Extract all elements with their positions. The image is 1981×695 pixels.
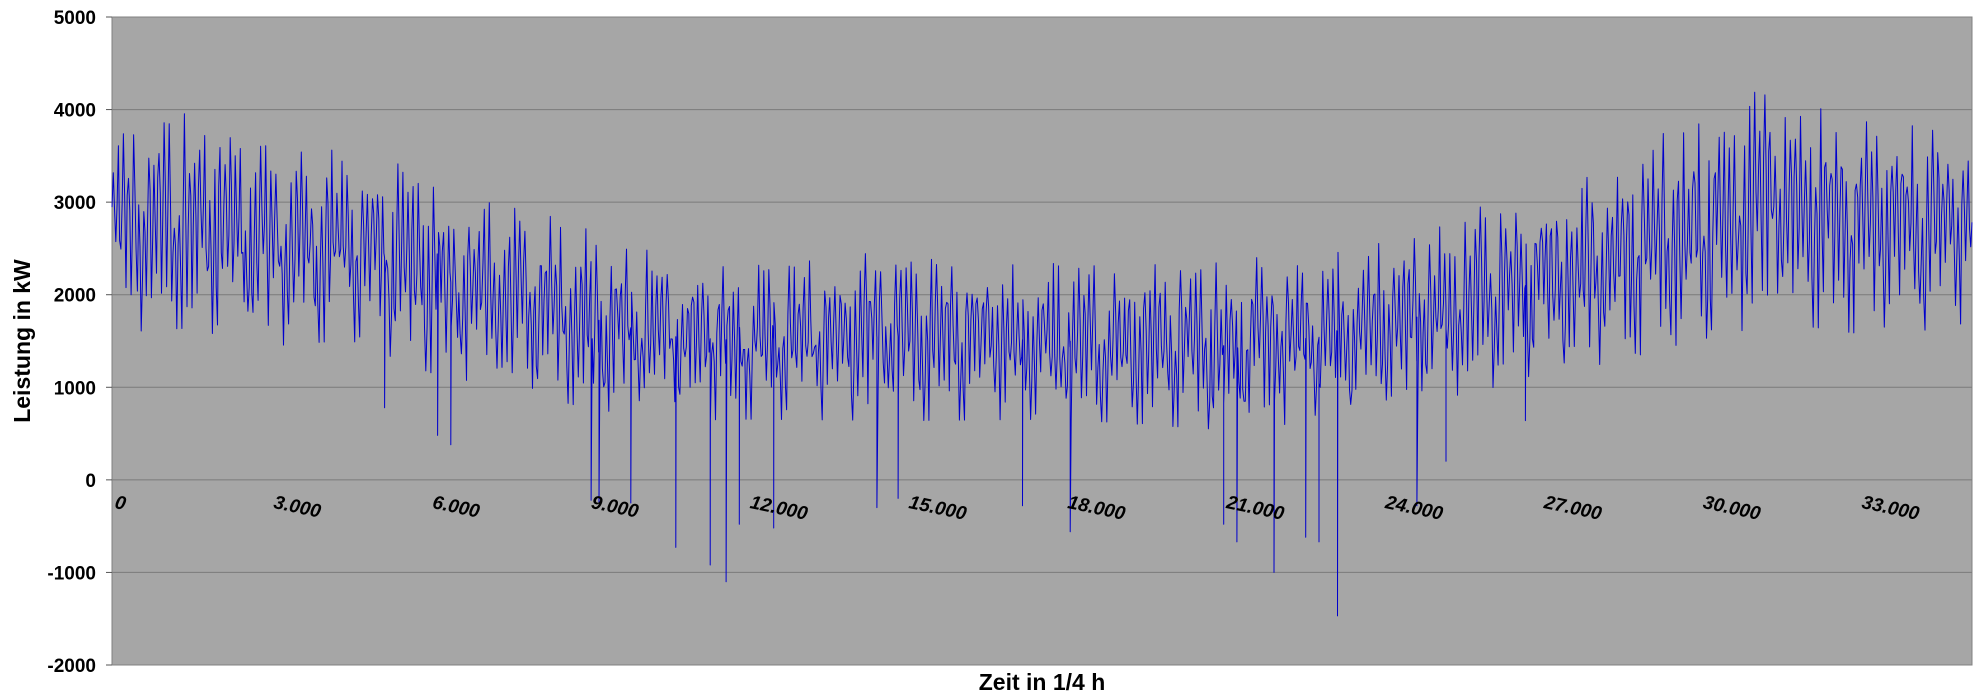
y-axis-title: Leistung in kW <box>9 259 35 423</box>
series-group <box>111 91 1973 617</box>
y-tick-label: 4000 <box>54 101 96 122</box>
x-axis-title: Zeit in 1/4 h <box>979 669 1106 695</box>
series-line <box>111 91 1973 617</box>
y-tick-label: -1000 <box>47 563 96 584</box>
y-tick-label: 0 <box>85 471 96 492</box>
y-tick-label: 3000 <box>54 193 96 214</box>
plot-area <box>111 16 1973 666</box>
y-tick-labels: 5000 4000 3000 2000 1000 0 -1000 -2000 <box>47 8 96 677</box>
y-tick-label: 2000 <box>54 286 96 307</box>
grid-lines <box>106 16 1972 666</box>
x-tick-label: 0 <box>113 492 128 515</box>
y-tick-label: 5000 <box>54 8 96 29</box>
y-tick-label: -2000 <box>47 656 96 677</box>
y-tick-label: 1000 <box>54 378 96 399</box>
